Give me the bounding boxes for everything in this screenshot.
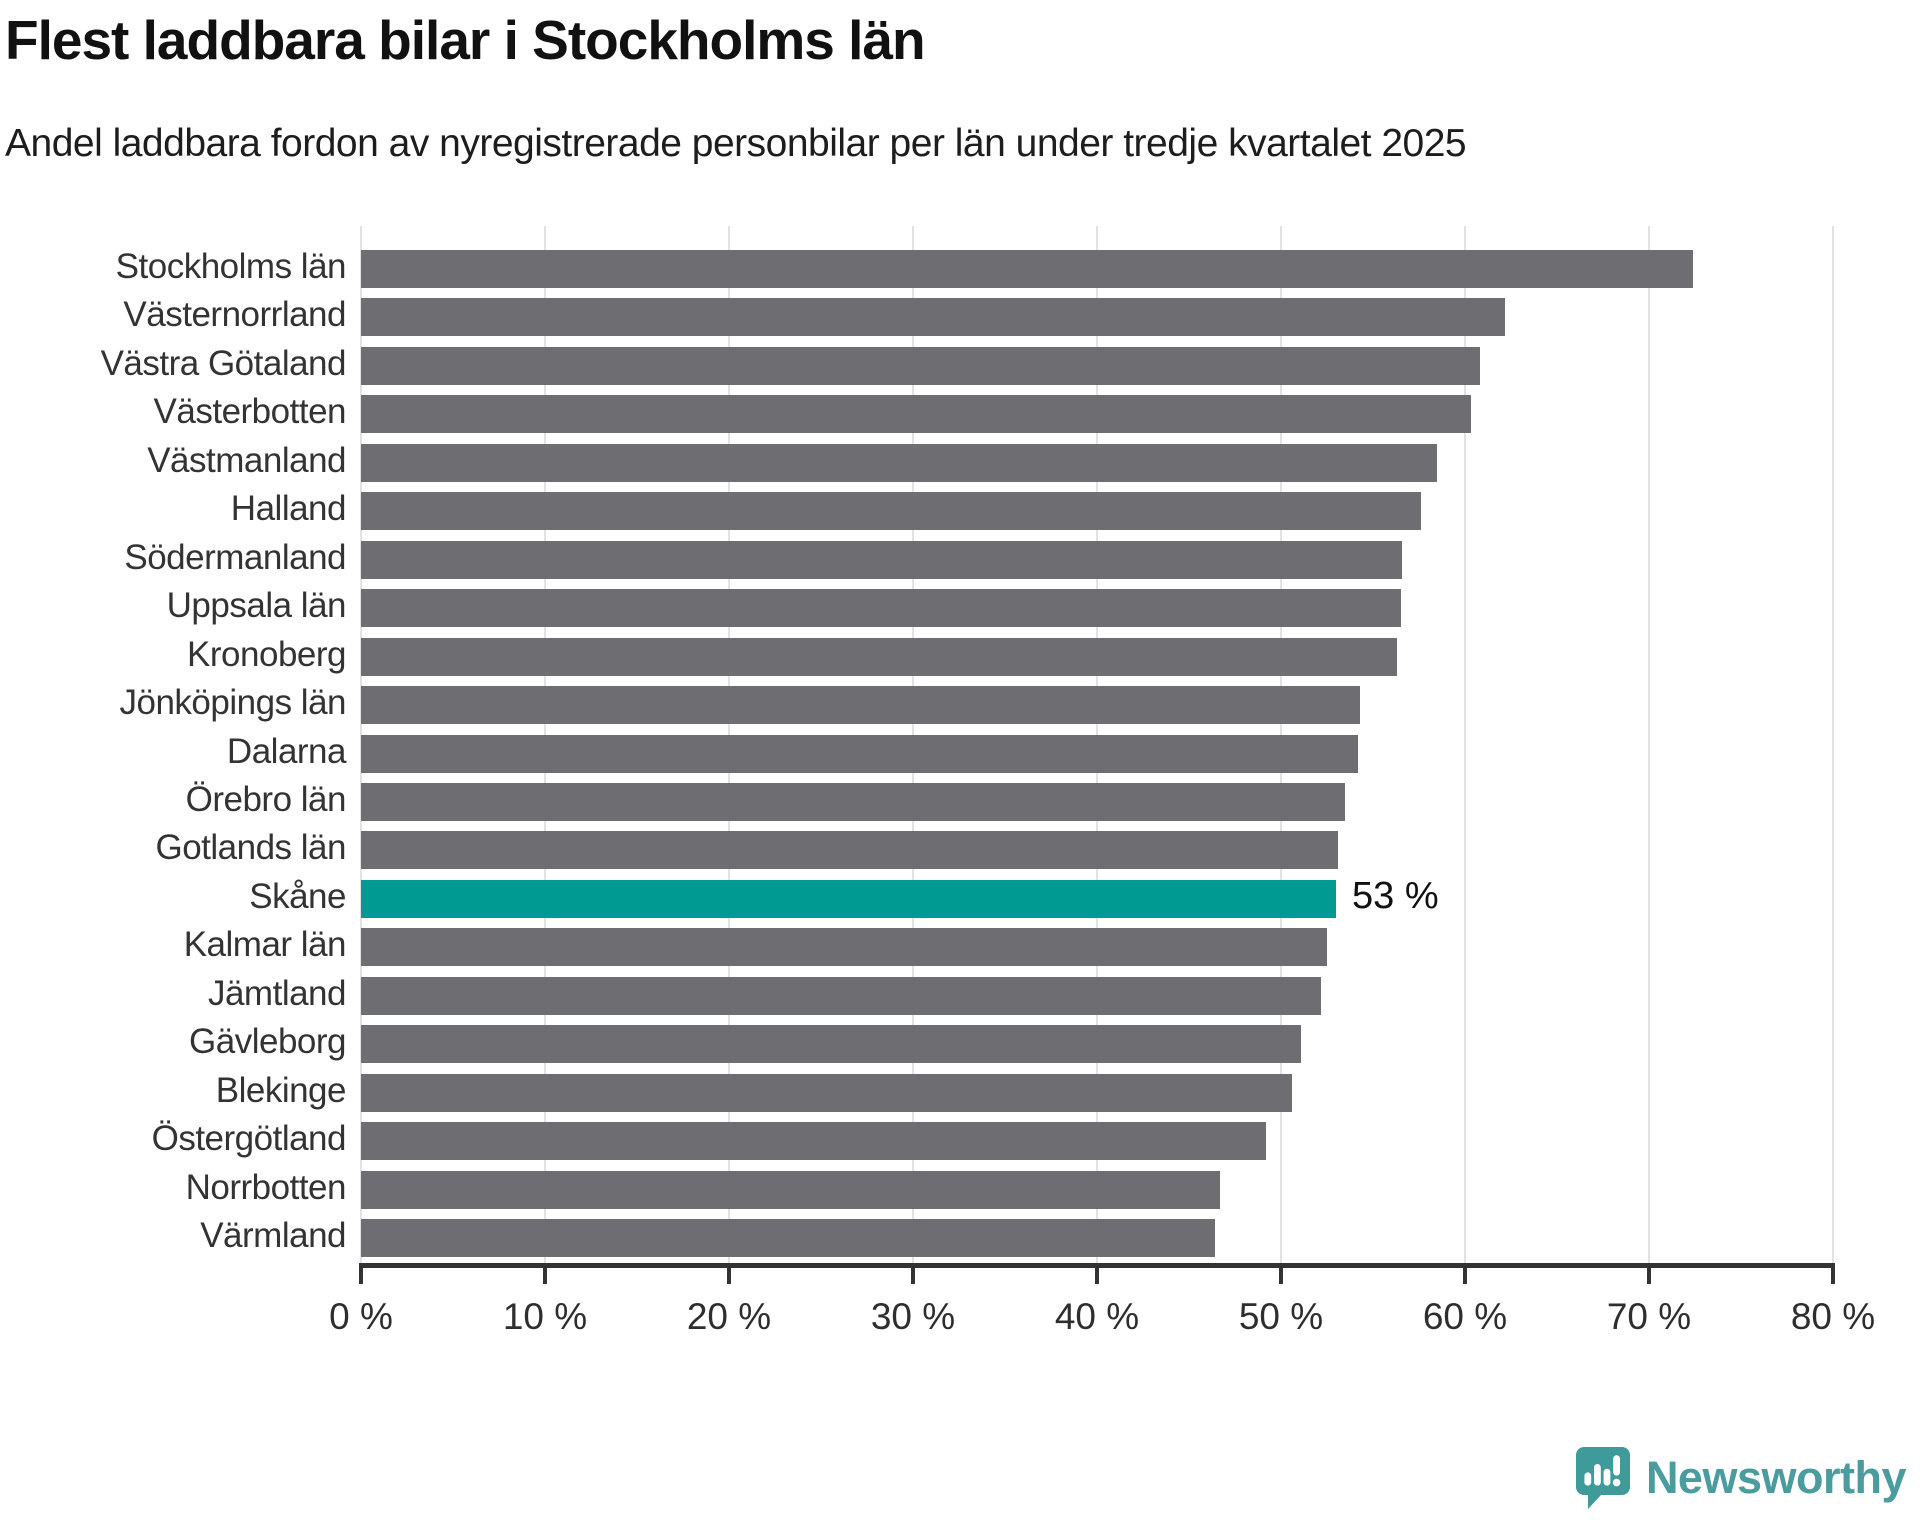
category-label: Västmanland (147, 441, 346, 480)
category-label: Kalmar län (183, 925, 347, 964)
x-axis-tick (1647, 1268, 1651, 1284)
bar (361, 686, 1360, 724)
category-label: Södermanland (124, 538, 346, 577)
bar (361, 1219, 1215, 1257)
bar (361, 444, 1437, 482)
bar (361, 638, 1397, 676)
category-label: Västerbotten (153, 392, 347, 431)
gridline (1464, 226, 1466, 1263)
category-label: Uppsala län (166, 586, 347, 625)
category-label: Västra Götaland (100, 344, 347, 383)
x-axis-line (359, 1263, 1835, 1268)
bar (361, 250, 1693, 288)
x-axis-tick-label: 70 % (1606, 1296, 1692, 1337)
category-label: Stockholms län (115, 247, 347, 286)
category-label: Blekinge (215, 1071, 347, 1110)
bar (361, 783, 1345, 821)
category-label: Norrbotten (185, 1168, 347, 1207)
category-label: Örebro län (185, 780, 347, 819)
x-axis-tick (359, 1268, 363, 1284)
category-label: Jönköpings län (119, 683, 347, 722)
x-axis-tick-label: 40 % (1054, 1296, 1140, 1337)
x-axis-tick (543, 1268, 547, 1284)
x-axis-tick-label: 50 % (1238, 1296, 1324, 1337)
x-axis-tick-label: 10 % (502, 1296, 588, 1337)
x-axis-tick (1463, 1268, 1467, 1284)
newsworthy-logo[interactable]: Newsworthy (1574, 1446, 1907, 1510)
bar (361, 735, 1358, 773)
bar (361, 831, 1338, 869)
x-axis-tick-label: 80 % (1790, 1296, 1876, 1337)
x-axis-tick-label: 0 % (329, 1296, 393, 1337)
bar (361, 1122, 1266, 1160)
x-axis-tick-label: 30 % (870, 1296, 956, 1337)
bar (361, 298, 1505, 336)
category-label: Västernorrland (123, 295, 346, 334)
gridline (1832, 226, 1834, 1263)
category-label: Jämtland (207, 974, 347, 1013)
x-axis-tick (727, 1268, 731, 1284)
x-axis-tick-label: 20 % (686, 1296, 772, 1337)
x-axis-tick-label: 60 % (1422, 1296, 1508, 1337)
category-label: Skåne (249, 877, 346, 916)
x-axis-tick (1279, 1268, 1283, 1284)
gridline (1648, 226, 1650, 1263)
category-label: Östergötland (151, 1119, 347, 1158)
x-axis-tick (1831, 1268, 1835, 1284)
speech-bubble-bar-chart-icon (1575, 1447, 1630, 1509)
category-label: Halland (230, 489, 347, 528)
bar (361, 347, 1480, 385)
x-axis-tick (1095, 1268, 1099, 1284)
category-label: Gotlands län (155, 828, 346, 867)
bar (361, 928, 1327, 966)
bar (361, 589, 1401, 627)
bar (361, 1025, 1301, 1063)
chart-title: Flest laddbara bilar i Stockholms län (5, 9, 926, 71)
bar (361, 1171, 1220, 1209)
category-label: Dalarna (226, 732, 347, 771)
category-label: Gävleborg (189, 1022, 346, 1061)
highlight-value-label: 53 % (1352, 875, 1439, 917)
bar (361, 1074, 1292, 1112)
chart-subtitle: Andel laddbara fordon av nyregistrerade … (5, 122, 1467, 165)
bar (361, 395, 1471, 433)
category-label: Värmland (200, 1216, 346, 1255)
bar (361, 977, 1321, 1015)
bar-highlighted (361, 880, 1336, 918)
bar (361, 541, 1402, 579)
bar (361, 492, 1421, 530)
category-label: Kronoberg (187, 635, 346, 674)
x-axis-tick (911, 1268, 915, 1284)
newsworthy-wordmark: Newsworthy (1645, 1452, 1907, 1503)
